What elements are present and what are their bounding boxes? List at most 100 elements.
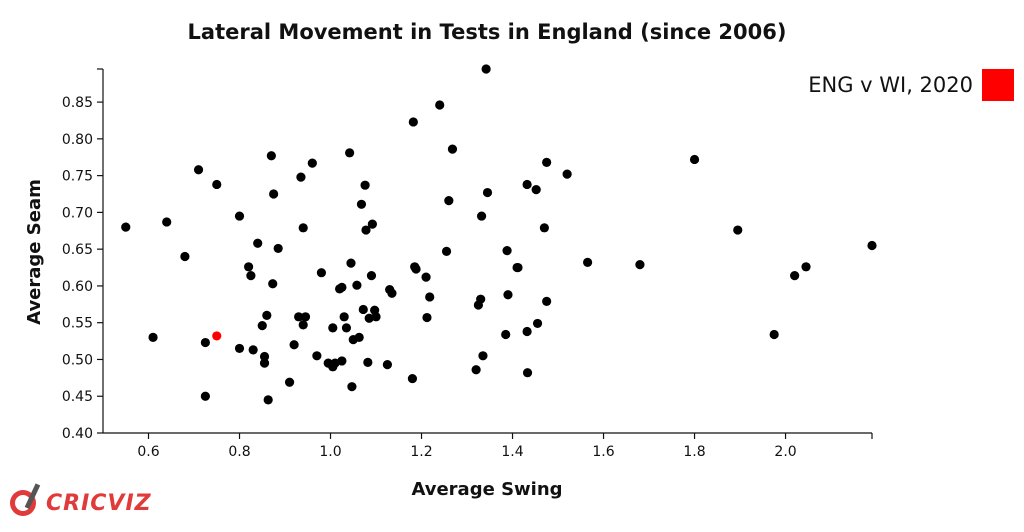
data-point <box>298 320 308 330</box>
data-point <box>361 225 371 235</box>
highlight-point <box>212 331 222 341</box>
data-point <box>367 219 377 229</box>
data-point <box>539 223 549 233</box>
data-point <box>435 100 445 110</box>
data-point <box>352 280 362 290</box>
y-axis-title: Average Seam <box>24 179 45 325</box>
data-point <box>263 395 273 405</box>
chart-title: Lateral Movement in Tests in England (si… <box>188 20 787 44</box>
data-point <box>356 199 367 209</box>
data-point <box>354 332 364 343</box>
data-point <box>689 154 700 165</box>
y-tick-label: 0.70 <box>62 205 93 221</box>
data-point <box>583 257 593 267</box>
y-tick-label: 0.80 <box>62 132 93 148</box>
data-point <box>444 196 454 206</box>
data-point <box>234 343 245 354</box>
data-point <box>337 282 347 292</box>
data-point <box>296 172 306 182</box>
data-point <box>447 144 458 154</box>
x-tick-label: 0.6 <box>137 444 159 460</box>
axes: 0.40 0.45 0.50 0.55 0.60 0.65 0.70 0.75 0.80 0.85… <box>62 68 873 460</box>
data-point <box>300 312 311 322</box>
data-point <box>364 313 374 323</box>
x-tick-label: 1.4 <box>501 444 523 460</box>
legend-swatch <box>982 69 1014 101</box>
data-point <box>407 373 418 384</box>
data-point <box>257 321 267 331</box>
y-tick-label: 0.45 <box>62 389 93 405</box>
data-point <box>337 356 347 366</box>
data-point <box>411 264 421 274</box>
data-point <box>733 225 743 235</box>
data-point <box>867 240 877 251</box>
data-point <box>312 351 322 361</box>
legend-label: ENG v WI, 2020 <box>808 73 973 97</box>
data-points <box>121 64 877 405</box>
data-point <box>531 184 541 195</box>
data-point <box>476 211 487 221</box>
data-point <box>234 211 245 221</box>
data-point <box>193 165 204 175</box>
data-point <box>513 262 523 273</box>
data-point <box>298 223 308 233</box>
data-point <box>471 365 481 375</box>
data-point <box>522 326 532 337</box>
legend: ENG v WI, 2020 <box>808 69 1014 101</box>
data-point <box>268 279 278 289</box>
data-point <box>200 337 210 348</box>
x-tick-label: 0.8 <box>228 444 250 460</box>
x-tick-label: 1.0 <box>319 444 341 460</box>
data-point <box>562 169 572 179</box>
data-point <box>162 217 172 227</box>
data-point <box>481 64 491 74</box>
y-tick-label: 0.50 <box>62 352 93 368</box>
data-point <box>503 290 513 300</box>
data-point <box>307 158 317 168</box>
data-point <box>253 238 263 248</box>
x-axis-title: Average Swing <box>411 479 562 500</box>
x-tick-label: 1.8 <box>683 444 705 460</box>
data-point <box>425 292 435 302</box>
x-tick-label: 2.0 <box>774 444 796 460</box>
data-point <box>790 271 800 281</box>
data-point <box>345 148 355 158</box>
data-point <box>346 258 356 268</box>
data-point <box>522 368 533 378</box>
data-point <box>371 312 381 322</box>
data-point <box>244 262 254 272</box>
data-point <box>366 271 377 281</box>
y-tick-label: 0.55 <box>62 316 93 332</box>
data-point <box>382 360 392 370</box>
data-point <box>635 260 645 270</box>
data-point <box>284 377 295 387</box>
data-point <box>501 329 511 340</box>
y-tick-label: 0.85 <box>62 95 93 111</box>
data-point <box>148 332 158 343</box>
data-point <box>408 117 418 127</box>
data-point <box>200 391 210 401</box>
data-point <box>246 271 256 281</box>
data-point <box>387 288 397 298</box>
data-point <box>441 246 452 256</box>
data-point <box>422 312 432 323</box>
x-tick-label: 1.6 <box>592 444 614 460</box>
x-tick-label: 1.2 <box>410 444 432 460</box>
data-point <box>266 151 276 161</box>
data-point <box>289 340 299 350</box>
data-point <box>478 351 488 361</box>
data-point <box>769 329 779 340</box>
data-point <box>542 296 552 306</box>
data-point <box>502 246 512 256</box>
data-point <box>358 304 368 315</box>
data-point <box>180 251 190 262</box>
data-point <box>316 268 327 278</box>
data-point <box>212 179 222 190</box>
data-point <box>262 310 272 320</box>
brand-logo-text: CRICVIZ <box>46 490 152 516</box>
data-point <box>347 382 357 392</box>
data-point <box>476 294 486 304</box>
data-point <box>341 323 352 333</box>
data-point <box>259 358 270 368</box>
